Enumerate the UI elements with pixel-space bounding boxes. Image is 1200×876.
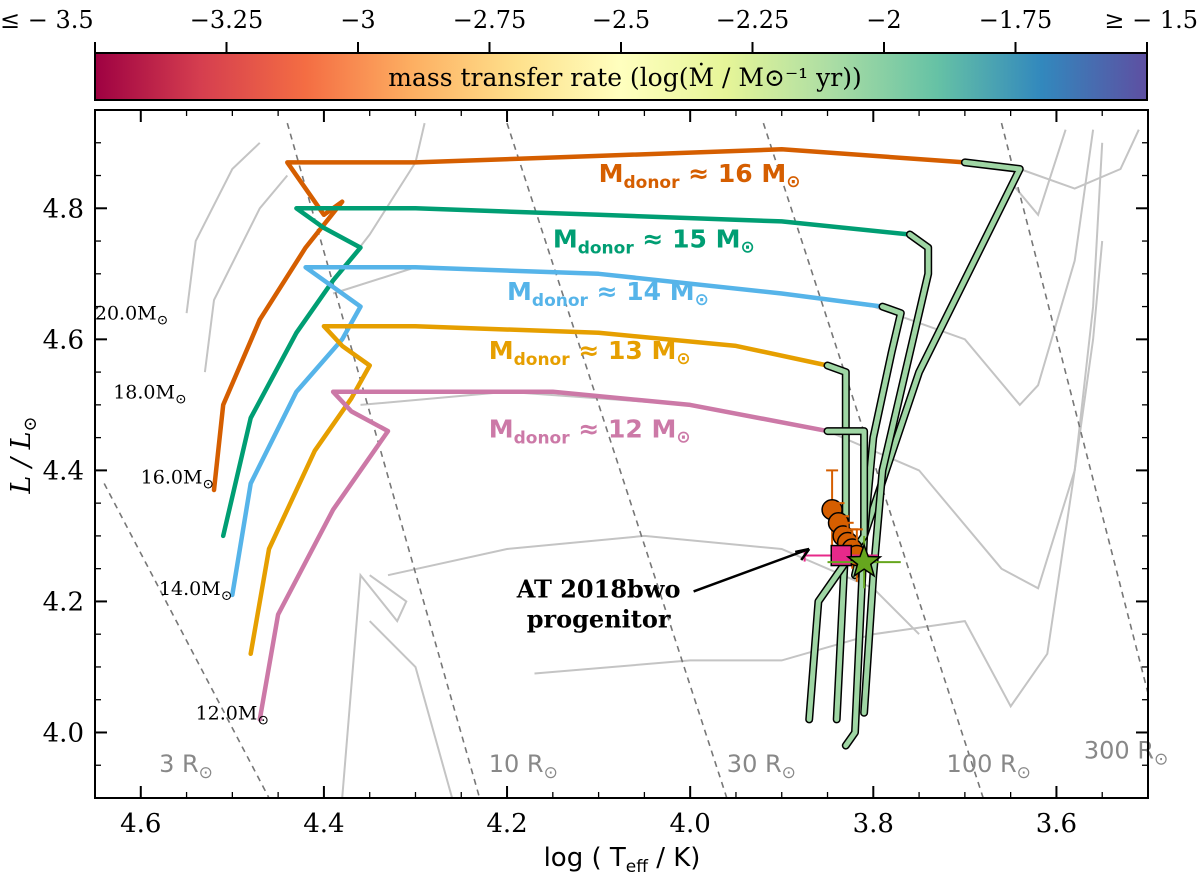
progenitor-markers — [803, 469, 901, 589]
radius-line — [286, 122, 481, 798]
mass-transfer-outline — [841, 302, 905, 750]
y-axis-label: L / L⊙ — [6, 416, 41, 494]
mass-transfer-track — [843, 304, 904, 749]
x-tick-label: 3.6 — [1036, 809, 1077, 839]
mass-transfer-track — [861, 232, 931, 716]
colorbar-ticks: ≤ − 3.5 −3.25 −3 −2.75 −2.5 −2.25 −2 −1.75 ≥ − 1… — [0, 6, 1198, 53]
x-tick-label: 4.6 — [120, 809, 161, 839]
y-tick-label: 4.2 — [43, 587, 84, 617]
y-tick-label: 4.0 — [43, 718, 84, 748]
y-tick-label: 4.6 — [43, 325, 84, 355]
background-track — [387, 534, 920, 635]
single-track-label: 14.0M⊙ — [159, 578, 233, 604]
donor-track-line — [230, 265, 885, 598]
star-point — [845, 542, 883, 578]
y-axis: 4.0 4.2 4.4 4.6 4.8 — [43, 109, 1148, 766]
donor-track-line — [257, 389, 830, 722]
single-star-track — [185, 142, 261, 314]
colorbar-tick-label: ≤ − 3.5 — [0, 6, 94, 34]
x-tick-label: 4.0 — [669, 809, 710, 839]
x-axis: 4.6 4.4 4.2 4.0 3.8 3.6 — [94, 110, 1149, 839]
donor-track-line — [220, 206, 913, 539]
colorbar-tick-label: −3.25 — [190, 6, 264, 34]
annotation-line2: progenitor — [527, 604, 671, 633]
annotation-line1: AT 2018bwo — [516, 574, 681, 603]
y-tick-label: 4.4 — [43, 456, 84, 486]
single-track-label: 16.0M⊙ — [141, 466, 215, 492]
colorbar-tick-label: −2.5 — [592, 6, 650, 34]
plot-frame — [94, 109, 1149, 799]
single-track-label: 12.0M⊙ — [196, 702, 270, 728]
radius-line-label: 100 R⊙ — [947, 750, 1031, 783]
donor-track-line — [248, 323, 830, 657]
single-track-label: 20.0M⊙ — [95, 303, 169, 329]
donor-track-label: Mdonor ≈ 16 M⊙ — [599, 159, 801, 193]
x-tick-label: 3.8 — [853, 809, 894, 839]
colorbar: ≤ − 3.5 −3.25 −3 −2.75 −2.5 −2.25 −2 −1.75 ≥ − 1… — [0, 6, 1198, 101]
donor-track-labels: Mdonor ≈ 16 M⊙ Mdonor ≈ 15 M⊙ Mdonor ≈ 14 … — [489, 159, 801, 449]
x-tick-label: 4.4 — [303, 809, 344, 839]
colorbar-tick-label: −3 — [340, 6, 375, 34]
radius-line-label: 300 R⊙ — [1084, 737, 1168, 770]
radius-line-label: 3 R⊙ — [159, 750, 213, 783]
donor-track-label: Mdonor ≈ 14 M⊙ — [507, 277, 709, 311]
mass-transfer-track — [825, 363, 849, 722]
donor-track-label: Mdonor ≈ 13 M⊙ — [489, 336, 691, 370]
x-tick-label: 4.2 — [486, 809, 527, 839]
colorbar-label: mass transfer rate (log(Ṁ / M⊙⁻¹ yr)) — [388, 63, 861, 92]
background-track — [341, 572, 408, 798]
colorbar-tick-label: −2.25 — [716, 6, 790, 34]
x-axis-label: log ( Teff / K) — [544, 843, 701, 876]
background-track — [368, 620, 454, 798]
donor-track-line — [211, 147, 968, 493]
colorbar-tick-label: ≥ − 1.5 — [1104, 6, 1198, 34]
donor-track-label: Mdonor ≈ 12 M⊙ — [489, 415, 691, 449]
mass-transfer-track — [806, 428, 867, 722]
background-track — [1019, 129, 1140, 190]
progenitor-annotation: AT 2018bwo progenitor — [516, 547, 811, 633]
colorbar-tick-label: −1.75 — [979, 6, 1053, 34]
single-track-labels: 3 R⊙ 10 R⊙ 30 R⊙ 100 R⊙ 300 R⊙ 20.0M⊙ 18.0M⊙ 16… — [95, 303, 1168, 783]
colorbar-tick-label: −2.75 — [453, 6, 527, 34]
colorbar-gradient — [94, 52, 1148, 101]
single-track-label: 18.0M⊙ — [113, 381, 187, 407]
radius-line — [103, 483, 270, 798]
background-track — [1009, 129, 1067, 217]
donor-track-label: Mdonor ≈ 15 M⊙ — [553, 225, 755, 259]
colorbar-tick-label: −2 — [866, 6, 901, 34]
square-point — [830, 544, 853, 567]
background-track — [534, 240, 1104, 709]
single-star-track — [203, 174, 289, 373]
radius-line-label: 30 R⊙ — [727, 750, 796, 783]
y-tick-label: 4.8 — [43, 194, 84, 224]
radius-line-label: 10 R⊙ — [489, 750, 558, 783]
radius-line — [506, 122, 728, 798]
radius-line — [1000, 122, 1148, 694]
annotation-arrow — [693, 547, 811, 593]
plot-area: 3 R⊙ 10 R⊙ 30 R⊙ 100 R⊙ 300 R⊙ 20.0M⊙ 18.0M⊙ 16… — [43, 109, 1168, 839]
